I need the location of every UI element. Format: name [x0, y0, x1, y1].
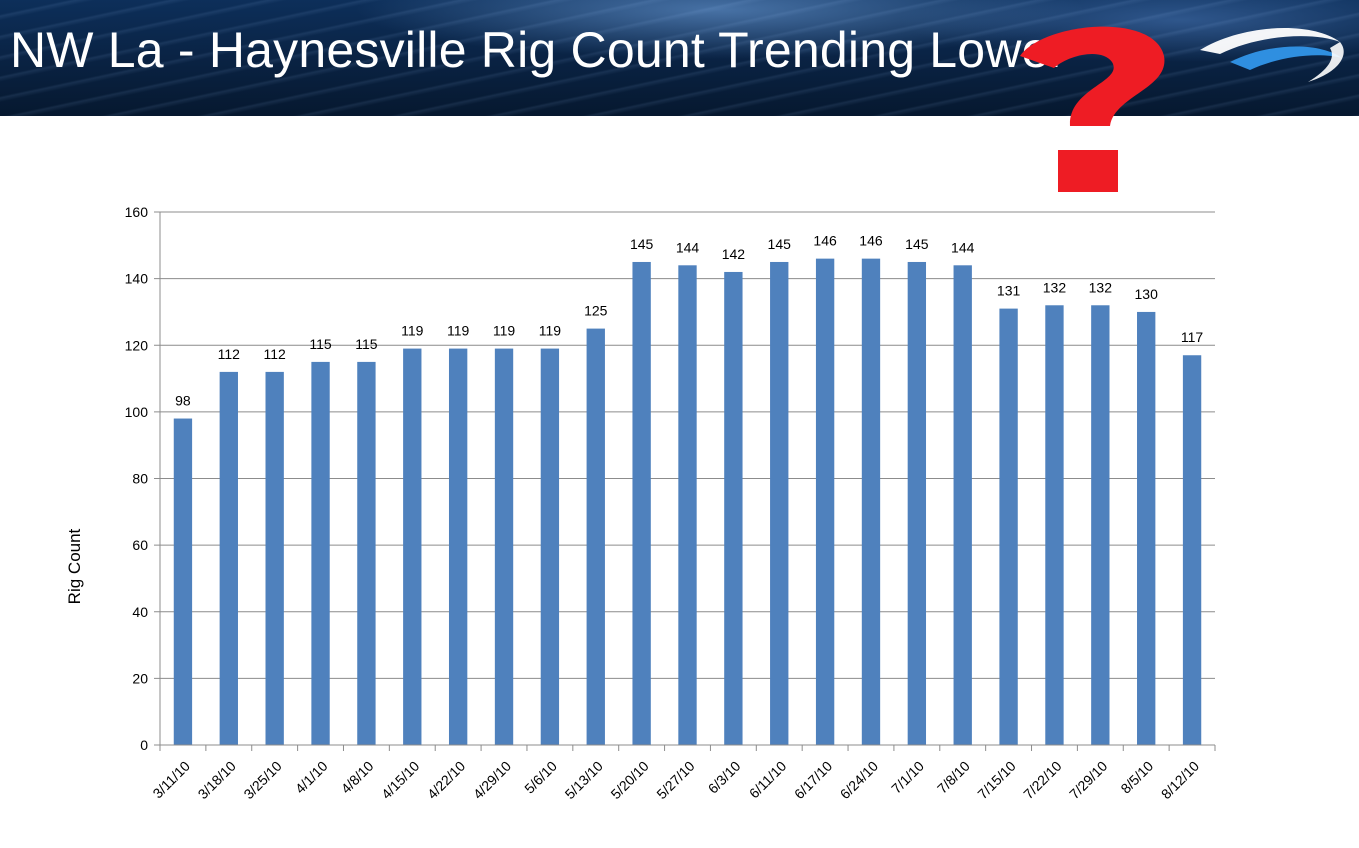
data-label: 119	[401, 323, 424, 339]
bar	[173, 418, 193, 745]
x-tick-label: 7/22/10	[1020, 758, 1064, 802]
bar	[724, 271, 743, 745]
bar	[1137, 311, 1156, 745]
y-axis-label: Rig Count	[65, 528, 84, 604]
bar	[815, 258, 835, 745]
data-label: 144	[676, 239, 700, 255]
data-label: 130	[1135, 286, 1159, 302]
x-tick-label: 6/17/10	[791, 758, 835, 802]
data-label: 115	[309, 336, 332, 352]
bar	[448, 348, 468, 745]
data-label: 117	[1181, 329, 1204, 345]
y-tick-label: 140	[125, 271, 149, 287]
x-tick-label: 6/24/10	[837, 758, 881, 802]
bar	[357, 361, 376, 745]
bar	[540, 348, 560, 745]
data-labels: 98 112 112 115 115 119 119 119 119 125 145 144 142 14…	[175, 233, 1203, 409]
data-label: 144	[951, 239, 975, 255]
y-tick-label: 20	[132, 670, 148, 686]
data-label: 142	[722, 246, 746, 262]
x-tick-label: 7/29/10	[1066, 758, 1110, 802]
x-tick-label: 4/1/10	[292, 758, 331, 797]
y-tick-label: 40	[132, 604, 148, 620]
slide-title: NW La - Haynesville Rig Count Trending L…	[10, 22, 1067, 78]
bar	[311, 361, 330, 745]
x-tick-label: 7/8/10	[934, 758, 973, 797]
x-tick-label: 4/29/10	[470, 758, 514, 802]
data-label: 132	[1089, 279, 1113, 295]
bar	[219, 371, 238, 745]
bar	[632, 261, 651, 745]
x-tick-label: 3/11/10	[149, 758, 193, 802]
bar	[265, 371, 284, 745]
data-label: 145	[905, 236, 929, 252]
x-tick-label: 7/15/10	[974, 758, 1018, 802]
data-label: 146	[859, 233, 883, 249]
data-label: 132	[1043, 279, 1067, 295]
x-tick-label: 6/3/10	[705, 758, 744, 797]
y-tick-label: 120	[125, 337, 149, 353]
x-tick-label: 4/8/10	[338, 758, 377, 797]
data-label: 131	[997, 283, 1021, 299]
y-tick-label: 80	[132, 471, 148, 487]
x-tick-label: 7/1/10	[888, 758, 927, 797]
x-tick-label: 8/5/10	[1117, 758, 1156, 797]
x-tick-label: 6/11/10	[746, 758, 790, 802]
bar	[1045, 305, 1064, 745]
x-axis-ticks: 3/11/10 3/18/10 3/25/10 4/1/10 4/8/10 4/15/10…	[149, 745, 1216, 802]
bar	[1091, 305, 1110, 745]
bar	[861, 258, 881, 745]
x-tick-label: 5/13/10	[562, 758, 606, 802]
x-tick-label: 8/12/10	[1158, 758, 1202, 802]
y-axis-ticks: 0 20 40 60 80 100 120 140 160	[125, 204, 160, 753]
bar	[403, 348, 422, 745]
data-label: 119	[539, 323, 562, 339]
bar	[1182, 355, 1202, 745]
data-label: 112	[218, 346, 241, 362]
x-tick-label: 4/15/10	[378, 758, 422, 802]
x-tick-label: 5/6/10	[521, 758, 560, 797]
bar	[999, 308, 1018, 745]
data-label: 115	[355, 336, 378, 352]
data-label: 146	[813, 233, 837, 249]
bar-series	[173, 258, 1202, 745]
x-tick-label: 3/18/10	[195, 758, 239, 802]
bar	[907, 261, 927, 745]
data-label: 112	[264, 346, 287, 362]
y-tick-label: 100	[125, 404, 149, 420]
data-label: 119	[493, 323, 516, 339]
y-tick-label: 60	[132, 537, 148, 553]
x-tick-label: 5/20/10	[607, 758, 651, 802]
swoosh-logo-icon	[1200, 28, 1344, 82]
x-tick-label: 5/27/10	[653, 758, 697, 802]
y-tick-label: 160	[125, 204, 149, 220]
data-label: 145	[768, 236, 792, 252]
bar	[953, 265, 972, 745]
data-label: 119	[447, 323, 470, 339]
bar	[586, 328, 605, 745]
bar	[678, 265, 697, 745]
data-label: 145	[630, 236, 654, 252]
x-tick-label: 3/25/10	[240, 758, 284, 802]
data-label: 98	[175, 393, 191, 409]
bar	[494, 348, 514, 745]
data-label: 125	[584, 303, 608, 319]
question-mark-icon	[1020, 26, 1165, 192]
x-tick-label: 4/22/10	[424, 758, 468, 802]
bar	[770, 261, 789, 745]
y-tick-label: 0	[140, 737, 148, 753]
